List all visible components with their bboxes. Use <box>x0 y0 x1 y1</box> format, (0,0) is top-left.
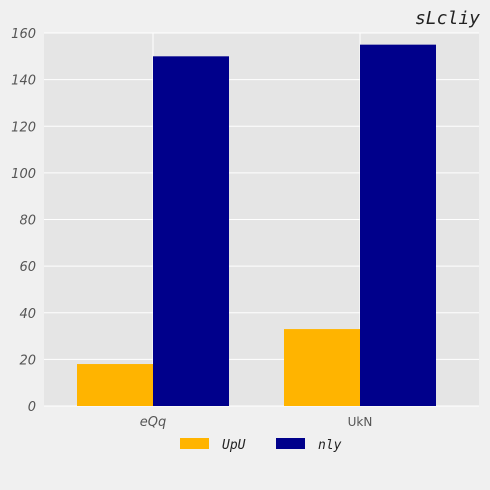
bars <box>77 44 436 406</box>
y-tick-label-6: 120 <box>11 120 36 135</box>
bar-nly-eqq <box>153 56 229 406</box>
legend-label-upu: UpU <box>222 438 246 453</box>
legend-swatch-nly <box>276 438 305 449</box>
x-axis-ticks: eQq UkN <box>140 415 373 430</box>
y-tick-label-1: 20 <box>19 353 36 368</box>
legend-swatch-upu <box>180 438 209 449</box>
y-tick-label-3: 60 <box>19 260 36 275</box>
legend-label-nly: nly <box>318 438 342 453</box>
legend: UpU nly <box>180 438 342 453</box>
y-tick-label-5: 100 <box>11 167 36 182</box>
y-tick-label-4: 80 <box>19 214 36 229</box>
y-tick-label-7: 140 <box>11 74 36 89</box>
y-tick-label-0: 0 <box>28 400 36 415</box>
y-tick-label-8: 160 <box>11 27 36 42</box>
y-tick-label-2: 40 <box>19 307 36 322</box>
bar-upu-eqq <box>77 364 153 406</box>
x-tick-label-eqq: eQq <box>140 415 166 430</box>
y-axis-ticks: 0 20 40 60 80 100 120 140 160 <box>11 27 36 415</box>
x-tick-label-ukn: UkN <box>348 415 373 429</box>
bar-upu-ukn <box>284 329 360 406</box>
chart-title: sLcliy <box>415 8 480 29</box>
bar-nly-ukn <box>360 44 436 406</box>
